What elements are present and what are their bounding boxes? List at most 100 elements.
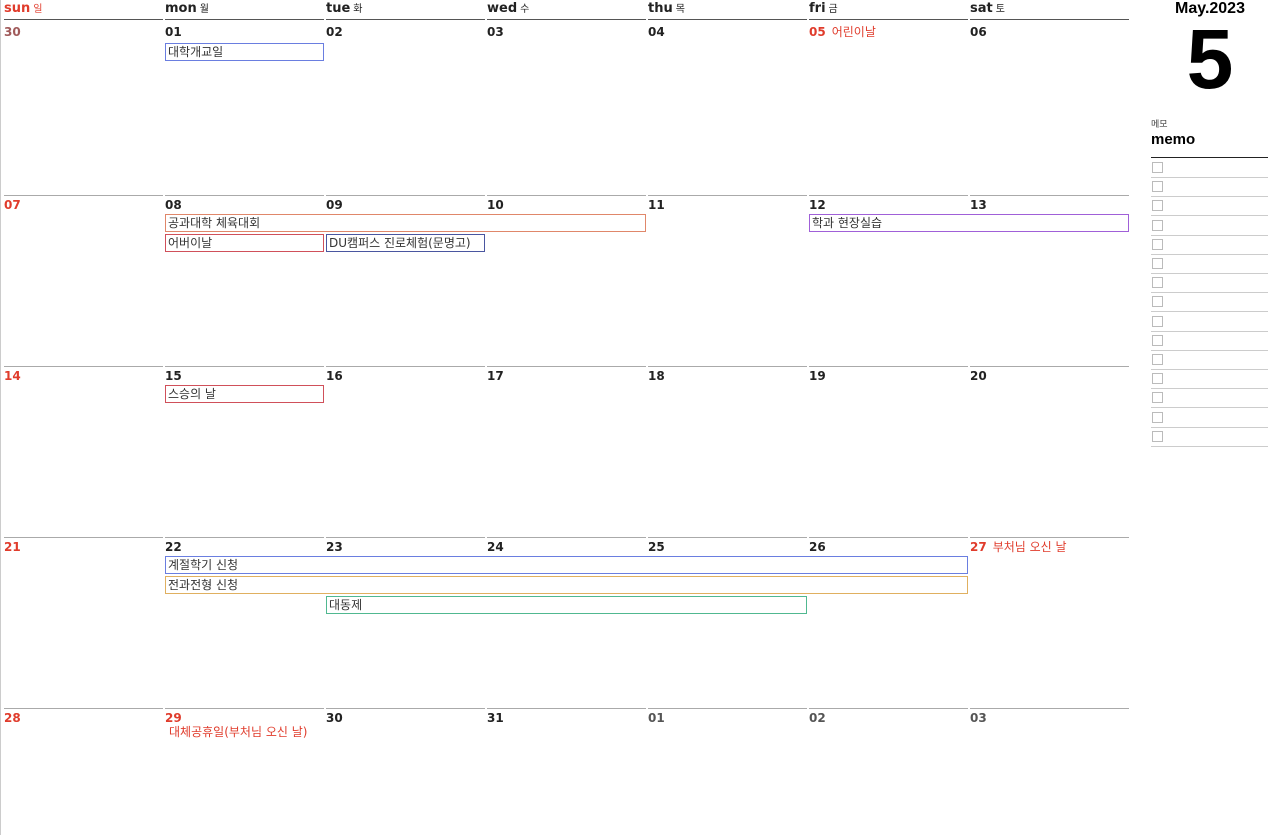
day-cell-0-4[interactable]: 04 [648, 26, 665, 39]
memo-checkbox[interactable] [1152, 354, 1163, 365]
day-cell-0-1[interactable]: 01 [165, 26, 182, 39]
memo-row[interactable] [1151, 273, 1268, 294]
memo-row[interactable] [1151, 216, 1268, 236]
weekday-ko: 월 [199, 4, 209, 15]
memo-row[interactable] [1151, 408, 1268, 428]
memo-checkbox[interactable] [1152, 411, 1163, 423]
weekday-en: sun [4, 1, 31, 16]
memo-row[interactable] [1151, 427, 1268, 447]
memo-row[interactable] [1151, 388, 1268, 409]
memo-checkbox[interactable] [1152, 296, 1163, 308]
week-divider [487, 366, 646, 367]
event-bar[interactable]: 대동제 [326, 596, 807, 614]
day-cell-4-1[interactable]: 29 대체공휴일(부처님 오신 날) [165, 712, 321, 739]
day-cell-4-4[interactable]: 01 [648, 712, 665, 725]
day-cell-4-2[interactable]: 30 [326, 712, 343, 725]
day-cell-1-6[interactable]: 13 [970, 199, 987, 212]
day-cell-3-2[interactable]: 23 [326, 541, 343, 554]
day-cell-0-6[interactable]: 06 [970, 26, 987, 39]
week-divider [970, 537, 1129, 538]
day-number: 05 [809, 25, 826, 39]
day-cell-0-2[interactable]: 02 [326, 26, 343, 39]
weekday-header-mon: mon 월 [165, 0, 324, 20]
event-bar[interactable]: DU캠퍼스 진로체험(문명고) [326, 234, 485, 252]
day-cell-2-6[interactable]: 20 [970, 370, 987, 383]
week-divider [809, 537, 968, 538]
day-cell-3-0[interactable]: 21 [4, 541, 21, 554]
weekday-header-fri: fri 금 [809, 0, 968, 20]
day-cell-1-4[interactable]: 11 [648, 199, 665, 212]
event-bar[interactable]: 대학개교일 [165, 43, 324, 61]
memo-checkbox[interactable] [1152, 277, 1163, 289]
weekday-ko: 목 [675, 4, 685, 15]
event-bar[interactable]: 학과 현장실습 [809, 214, 1129, 232]
memo-checkbox[interactable] [1152, 219, 1163, 231]
day-cell-4-6[interactable]: 03 [970, 712, 987, 725]
day-number: 28 [4, 711, 21, 725]
memo-row[interactable] [1151, 177, 1268, 198]
day-cell-2-4[interactable]: 18 [648, 370, 665, 383]
month-number: 5 [1186, 12, 1234, 106]
memo-checkbox[interactable] [1152, 162, 1163, 173]
day-cell-4-0[interactable]: 28 [4, 712, 21, 725]
event-bar[interactable]: 계절학기 신청 [165, 556, 968, 574]
memo-checkbox[interactable] [1152, 430, 1163, 442]
memo-checkbox[interactable] [1152, 392, 1163, 404]
day-number: 22 [165, 540, 182, 554]
memo-checkbox[interactable] [1152, 315, 1163, 327]
day-number: 21 [4, 540, 21, 554]
day-cell-2-5[interactable]: 19 [809, 370, 826, 383]
day-cell-0-3[interactable]: 03 [487, 26, 504, 39]
day-number: 19 [809, 369, 826, 383]
memo-row[interactable] [1151, 292, 1268, 313]
day-cell-3-4[interactable]: 25 [648, 541, 665, 554]
event-bar[interactable]: 전과전형 신청 [165, 576, 968, 594]
day-cell-2-2[interactable]: 16 [326, 370, 343, 383]
memo-row[interactable] [1151, 235, 1268, 255]
day-number: 10 [487, 198, 504, 212]
day-number: 03 [487, 25, 504, 39]
memo-checkbox[interactable] [1152, 181, 1163, 193]
memo-label-ko: 메모 [1151, 120, 1168, 130]
memo-row[interactable] [1151, 196, 1268, 217]
event-bar[interactable]: 공과대학 체육대회 [165, 214, 646, 232]
week-divider [487, 537, 646, 538]
day-cell-0-0[interactable]: 30 [4, 26, 21, 39]
event-bar[interactable]: 스승의 날 [165, 385, 324, 403]
day-cell-3-6[interactable]: 27 부처님 오신 날 [970, 541, 1067, 554]
memo-checkbox[interactable] [1152, 334, 1163, 346]
memo-row[interactable] [1151, 254, 1268, 274]
day-number: 02 [809, 711, 826, 725]
day-cell-2-1[interactable]: 15 [165, 370, 182, 383]
memo-row[interactable] [1151, 350, 1268, 370]
day-cell-1-0[interactable]: 07 [4, 199, 21, 212]
week-divider [648, 708, 807, 709]
memo-checkbox[interactable] [1152, 258, 1163, 269]
week-divider [809, 366, 968, 367]
memo-row[interactable] [1151, 158, 1268, 178]
event-bar[interactable]: 어버이날 [165, 234, 324, 252]
day-cell-3-1[interactable]: 22 [165, 541, 182, 554]
day-cell-1-3[interactable]: 10 [487, 199, 504, 212]
day-cell-2-3[interactable]: 17 [487, 370, 504, 383]
memo-checkbox[interactable] [1152, 373, 1163, 385]
weekday-header-sat: sat 토 [970, 0, 1129, 20]
memo-row[interactable] [1151, 369, 1268, 390]
week-divider [165, 537, 324, 538]
day-cell-4-5[interactable]: 02 [809, 712, 826, 725]
day-cell-1-1[interactable]: 08 [165, 199, 182, 212]
holiday-label: 대체공휴일(부처님 오신 날) [169, 725, 308, 739]
memo-checkbox[interactable] [1152, 238, 1163, 250]
day-cell-1-2[interactable]: 09 [326, 199, 343, 212]
day-cell-3-5[interactable]: 26 [809, 541, 826, 554]
day-cell-4-3[interactable]: 31 [487, 712, 504, 725]
day-cell-3-3[interactable]: 24 [487, 541, 504, 554]
day-number: 03 [970, 711, 987, 725]
memo-row[interactable] [1151, 331, 1268, 351]
day-number: 12 [809, 198, 826, 212]
day-cell-0-5[interactable]: 05 어린이날 [809, 26, 876, 39]
day-cell-1-5[interactable]: 12 [809, 199, 826, 212]
memo-row[interactable] [1151, 312, 1268, 332]
day-cell-2-0[interactable]: 14 [4, 370, 21, 383]
memo-checkbox[interactable] [1152, 200, 1163, 212]
